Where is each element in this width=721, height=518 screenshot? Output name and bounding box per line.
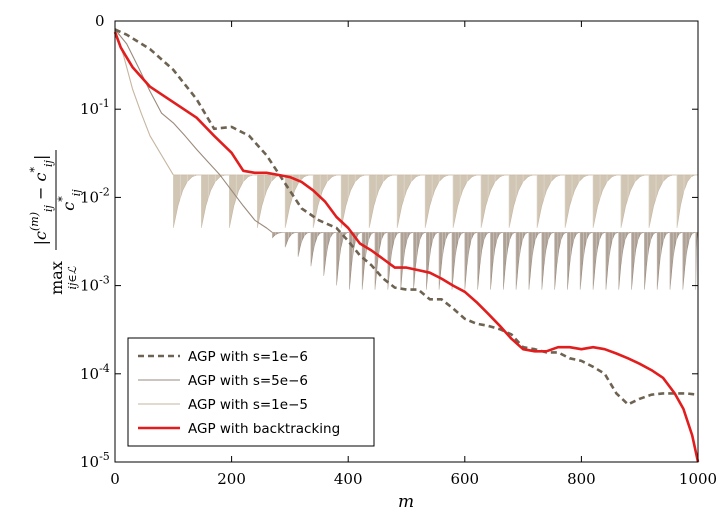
series-line-1: [114, 29, 273, 233]
x-axis: 0 200 400 600 800 1000: [110, 21, 717, 488]
x-tick-label: 800: [567, 470, 596, 488]
x-axis-title: m: [398, 492, 414, 512]
series-line-2: [114, 29, 174, 176]
series-line-0: [114, 28, 699, 406]
x-tick-label: 400: [334, 470, 363, 488]
series-lines: [113, 28, 700, 463]
legend: AGP with s=1e−6 AGP with s=5e−6 AGP with s…: [127, 337, 375, 447]
y-label-denominator: c*ij: [56, 189, 83, 211]
x-tick-label: 600: [450, 470, 479, 488]
legend-label: AGP with s=5e−6: [188, 373, 308, 389]
y-tick-label: 10-1: [80, 97, 110, 118]
y-label-operator: max: [47, 261, 66, 295]
legend-label: AGP with backtracking: [188, 421, 340, 437]
y-label-numerator: |c(m)ij − c*ij|: [28, 155, 55, 246]
y-axis-title: |c(m)ij − c*ij|c*ij max ij∈ℒ: [28, 150, 83, 295]
legend-label: AGP with s=1e−5: [188, 397, 308, 413]
y-tick-label: 10-2: [80, 185, 110, 206]
plot-frame: [114, 20, 699, 463]
band-series-2: [173, 174, 699, 229]
y-tick-label: 10-5: [80, 450, 110, 471]
y-tick-label: 0: [95, 12, 105, 30]
legend-label: AGP with s=1e−6: [188, 349, 308, 365]
band-series-1: [272, 232, 699, 290]
x-tick-label: 0: [110, 470, 120, 488]
x-tick-label: 1000: [679, 470, 717, 488]
oscillation-bands: [172, 174, 699, 290]
y-label-operator-subscript: ij∈ℒ: [66, 265, 79, 289]
y-axis: 0 10-1 10-2 10-3 10-4 10-5: [80, 12, 698, 471]
y-tick-label: 10-4: [80, 362, 110, 383]
y-tick-label: 10-3: [80, 274, 110, 295]
series-line-3: [113, 31, 700, 463]
x-tick-label: 200: [217, 470, 246, 488]
